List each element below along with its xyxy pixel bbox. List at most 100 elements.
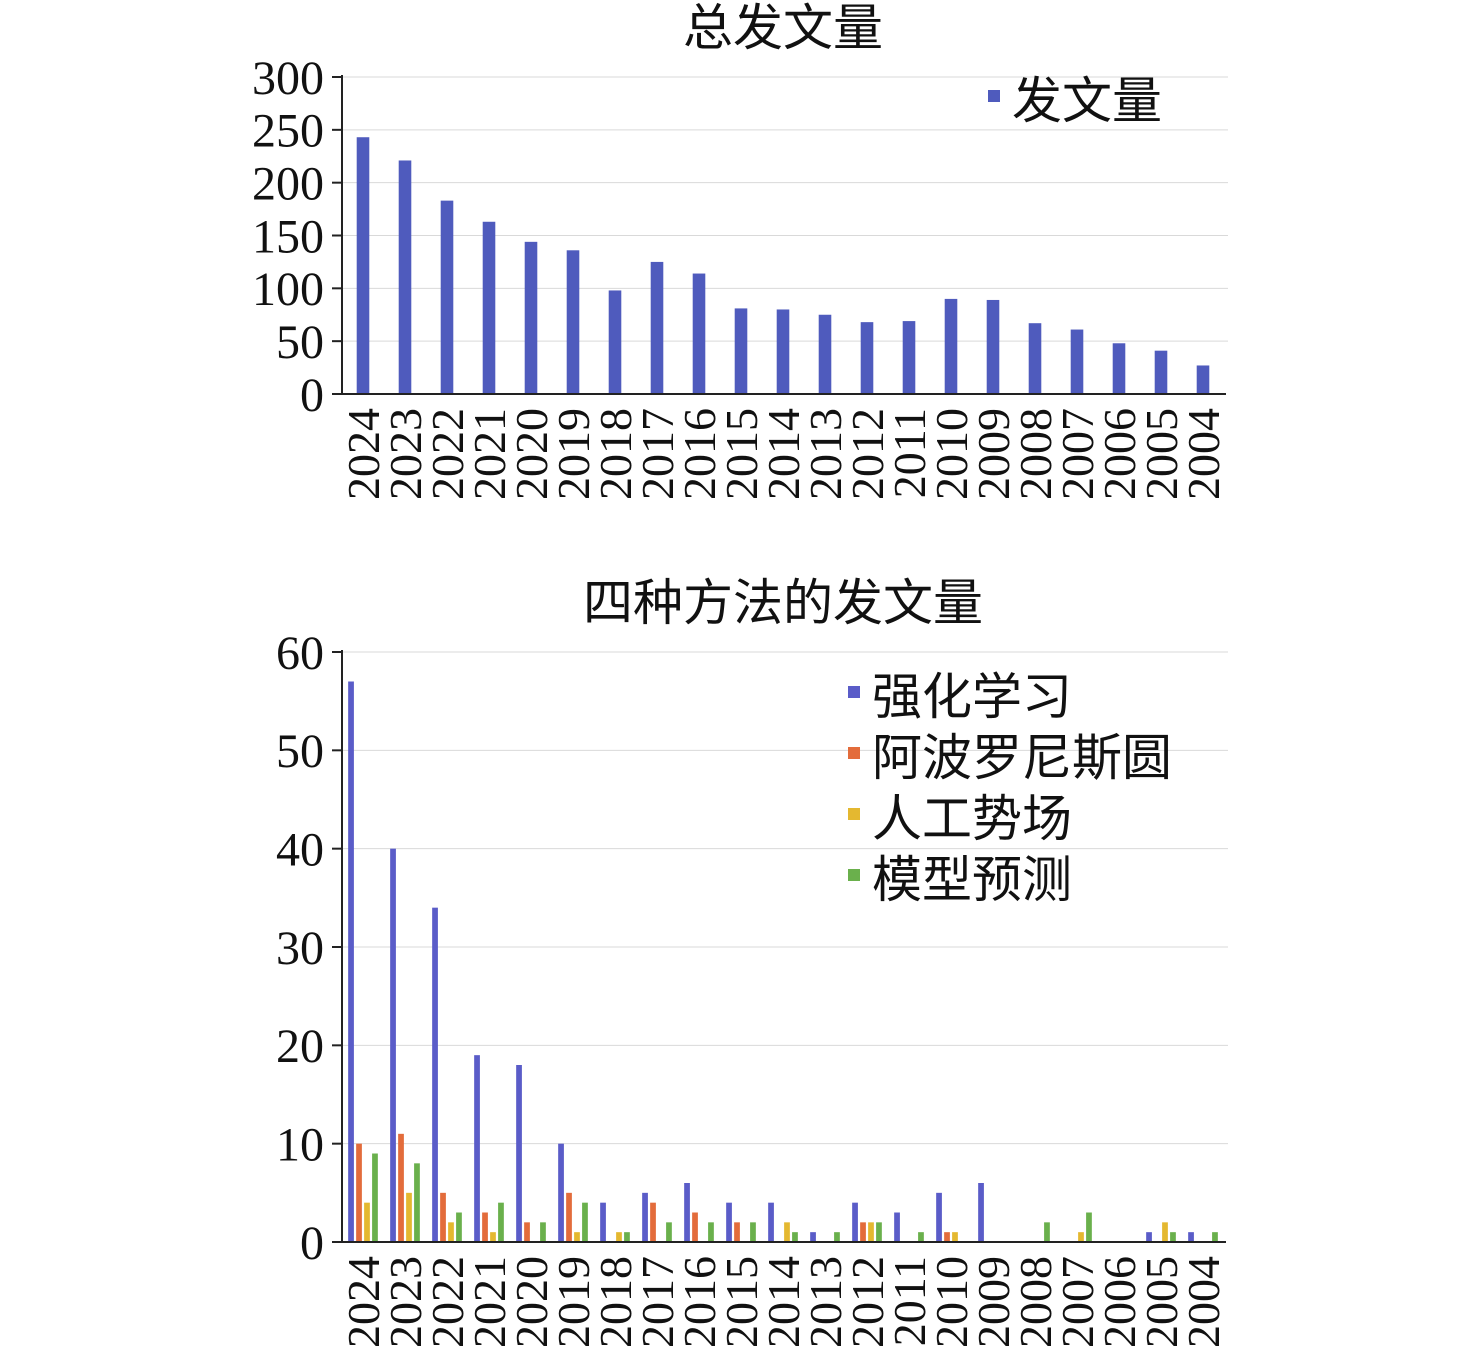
x-tick-label: 2023 (380, 1256, 431, 1348)
legend-label: 强化学习 (872, 668, 1072, 726)
y-tick-label: 300 (252, 52, 324, 105)
x-tick-label: 2012 (842, 408, 893, 500)
bar-2024-阿波罗尼斯圆 (356, 1143, 362, 1242)
bar-2008-发文量 (1028, 323, 1042, 394)
legend-label: 发文量 (1012, 72, 1162, 130)
bar-2020-模型预测 (540, 1222, 546, 1242)
x-tick-label: 2015 (716, 1256, 767, 1348)
x-tick-label: 2019 (548, 1256, 599, 1348)
bar-2020-发文量 (524, 241, 538, 394)
bar-2022-模型预测 (456, 1212, 462, 1242)
x-tick-label: 2014 (758, 408, 809, 500)
x-tick-label: 2005 (1136, 1256, 1187, 1348)
bar-2021-人工势场 (490, 1232, 496, 1242)
x-tick-label: 2018 (590, 1256, 641, 1348)
bar-2010-发文量 (944, 298, 958, 394)
x-tick-label: 2006 (1094, 1256, 1145, 1348)
bar-2017-发文量 (650, 261, 664, 394)
x-tick-label: 2010 (926, 1256, 977, 1348)
bar-2015-发文量 (734, 308, 748, 394)
y-tick-label: 150 (252, 210, 324, 263)
bar-2014-强化学习 (768, 1202, 774, 1242)
bar-2017-强化学习 (642, 1192, 648, 1242)
bar-2018-强化学习 (600, 1202, 606, 1242)
bar-2022-人工势场 (448, 1222, 454, 1242)
bar-2005-模型预测 (1170, 1232, 1176, 1242)
bar-2022-发文量 (440, 200, 454, 394)
bar-2005-强化学习 (1146, 1232, 1152, 1242)
bar-2008-模型预测 (1044, 1222, 1050, 1242)
bar-2023-模型预测 (414, 1163, 420, 1242)
bar-2023-强化学习 (390, 848, 396, 1242)
bar-2016-发文量 (692, 273, 706, 394)
x-tick-label: 2009 (968, 1256, 1019, 1348)
chart-title: 四种方法的发文量 (583, 574, 983, 632)
total-publications-svg: 总发文量050100150200250300202420232022202120… (252, 0, 1229, 500)
bar-2022-强化学习 (432, 907, 438, 1242)
bar-2019-模型预测 (582, 1202, 588, 1242)
total-publications-chart: 总发文量 0 50 100 150 200 250 300 2024 2023 2022 2021 20… (0, 0, 1476, 540)
x-tick-label: 2004 (1178, 1256, 1229, 1348)
y-tick-label: 100 (252, 263, 324, 316)
bar-2019-发文量 (566, 250, 580, 394)
bar-2015-阿波罗尼斯圆 (734, 1222, 740, 1242)
bar-2020-强化学习 (516, 1065, 522, 1242)
bar-2007-发文量 (1070, 329, 1084, 394)
y-tick-label: 250 (252, 105, 324, 158)
bar-2024-模型预测 (372, 1153, 378, 1242)
y-tick-label: 60 (276, 627, 324, 680)
bar-2018-人工势场 (616, 1232, 622, 1242)
bar-2004-强化学习 (1188, 1232, 1194, 1242)
y-tick-label: 10 (276, 1118, 324, 1171)
bar-2006-发文量 (1112, 343, 1126, 394)
bar-2021-模型预测 (498, 1202, 504, 1242)
x-tick-label: 2020 (506, 1256, 557, 1348)
bar-2013-模型预测 (834, 1232, 840, 1242)
x-tick-label: 2013 (800, 1256, 851, 1348)
x-tick-label: 2017 (632, 1256, 683, 1348)
bar-2018-模型预测 (624, 1232, 630, 1242)
bar-2018-发文量 (608, 290, 622, 394)
bar-2019-阿波罗尼斯圆 (566, 1192, 572, 1242)
bar-2012-发文量 (860, 322, 874, 394)
bar-2017-阿波罗尼斯圆 (650, 1202, 656, 1242)
x-tick-label: 2012 (842, 1256, 893, 1348)
bar-2013-强化学习 (810, 1232, 816, 1242)
x-tick-label: 2008 (1010, 408, 1061, 500)
x-tick-label: 2007 (1052, 1256, 1103, 1348)
legend-label: 人工势场 (872, 790, 1072, 848)
x-tick-label: 2021 (464, 408, 515, 500)
x-tick-label: 2008 (1010, 1256, 1061, 1348)
x-tick-label: 2021 (464, 1256, 515, 1348)
x-tick-label: 2022 (422, 1256, 473, 1348)
x-tick-label: 2014 (758, 1256, 809, 1348)
bar-2010-阿波罗尼斯圆 (944, 1232, 950, 1242)
legend-swatch (848, 808, 860, 820)
bar-2023-阿波罗尼斯圆 (398, 1133, 404, 1242)
bar-2024-人工势场 (364, 1202, 370, 1242)
bar-2017-模型预测 (666, 1222, 672, 1242)
bar-2012-人工势场 (868, 1222, 874, 1242)
bar-2011-强化学习 (894, 1212, 900, 1242)
y-tick-label: 200 (252, 157, 324, 210)
bar-2016-模型预测 (708, 1222, 714, 1242)
y-tick-label: 20 (276, 1020, 324, 1073)
bar-2023-人工势场 (406, 1192, 412, 1242)
y-tick-label: 0 (300, 1217, 324, 1270)
y-tick-label: 50 (276, 725, 324, 778)
bar-2012-阿波罗尼斯圆 (860, 1222, 866, 1242)
x-tick-label: 2009 (968, 408, 1019, 500)
bar-2016-强化学习 (684, 1183, 690, 1242)
x-tick-label: 2023 (380, 408, 431, 500)
bar-2014-人工势场 (784, 1222, 790, 1242)
bar-2014-发文量 (776, 309, 790, 394)
bar-2012-强化学习 (852, 1202, 858, 1242)
legend-label: 模型预测 (872, 851, 1072, 909)
x-tick-label: 2024 (338, 408, 389, 500)
y-tick-label: 40 (276, 823, 324, 876)
bar-2024-强化学习 (348, 681, 354, 1242)
x-tick-label: 2015 (716, 408, 767, 500)
legend-swatch (848, 747, 860, 759)
x-tick-label: 2024 (338, 1256, 389, 1348)
x-tick-label: 2016 (674, 1256, 725, 1348)
